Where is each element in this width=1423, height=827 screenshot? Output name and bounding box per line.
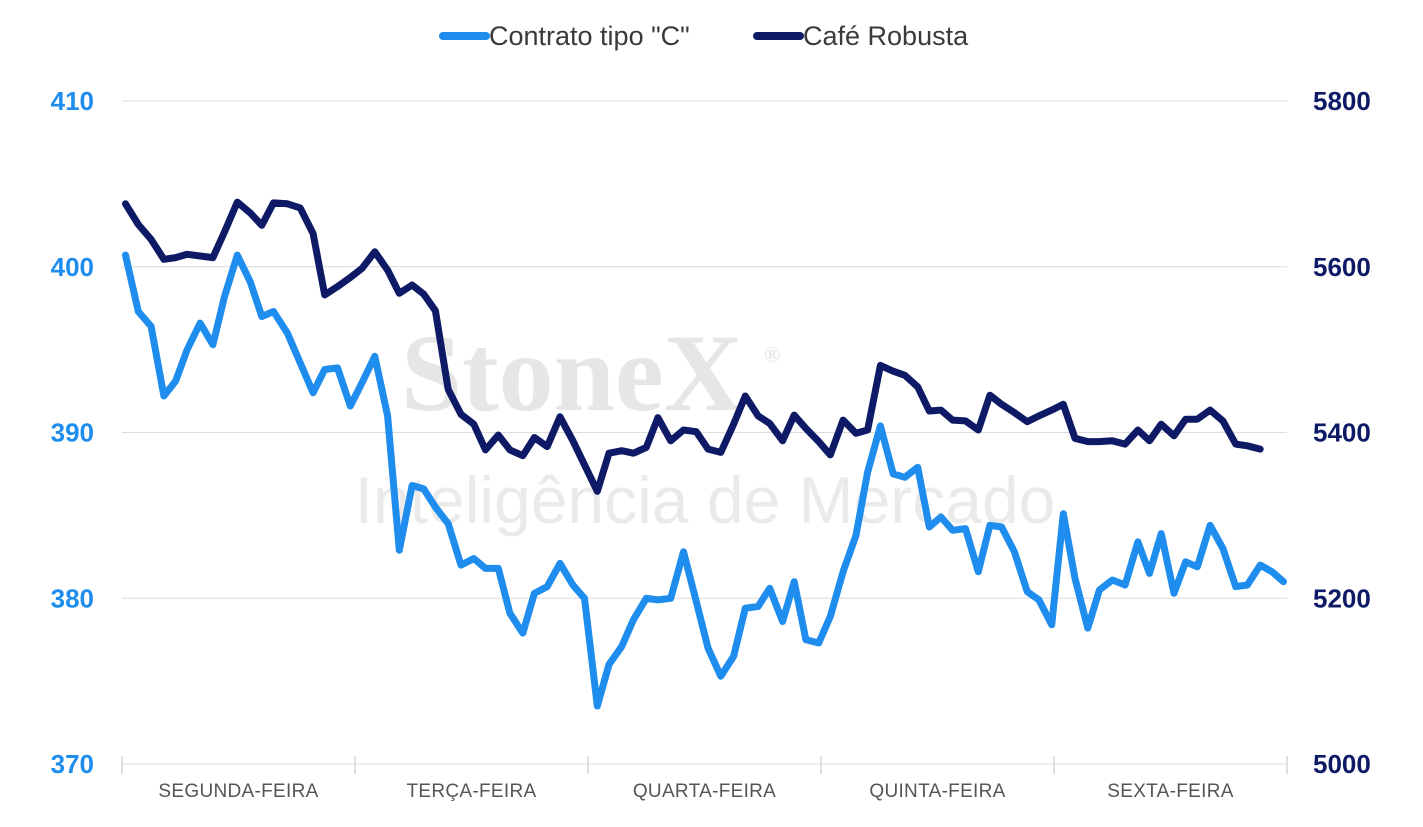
category-label: QUINTA-FEIRA [869,781,1005,802]
right-tick-label: 5400 [1313,418,1371,448]
right-tick-label: 5000 [1313,749,1371,779]
right-tick-label: 5800 [1313,86,1371,116]
series-layer [122,198,1287,710]
category-label: SEXTA-FEIRA [1107,781,1233,802]
right-tick-label: 5600 [1313,252,1371,282]
watermark-subtitle: Inteligência de Mercado [355,463,1056,537]
left-tick-label: 380 [51,583,94,613]
category-label: TERÇA-FEIRA [407,781,537,802]
legend-label: Contrato tipo "C" [489,21,690,51]
left-tick-label: 390 [51,418,94,448]
watermark-brand: StoneX [401,312,743,434]
watermark-registered-mark: ® [764,342,780,367]
series-line [122,198,1264,495]
right-axis-ticks: 5000 5200 5400 5600 5800 [1313,86,1371,779]
x-axis: SEGUNDA-FEIRA TERÇA-FEIRA QUARTA-FEIRA QUIN… [121,756,1288,802]
left-tick-label: 410 [51,86,94,116]
category-label: SEGUNDA-FEIRA [158,781,318,802]
left-axis-ticks: 370 380 390 400 410 [51,86,94,779]
category-label: QUARTA-FEIRA [633,781,776,802]
legend: Contrato tipo "C" Café Robusta [439,21,969,51]
legend-label: Café Robusta [803,21,969,51]
left-tick-label: 370 [51,749,94,779]
left-tick-label: 400 [51,252,94,282]
gridlines [122,100,1287,765]
right-tick-label: 5200 [1313,583,1371,613]
watermark: StoneX ® Inteligência de Mercado [355,312,1056,537]
series-line [122,251,1287,710]
